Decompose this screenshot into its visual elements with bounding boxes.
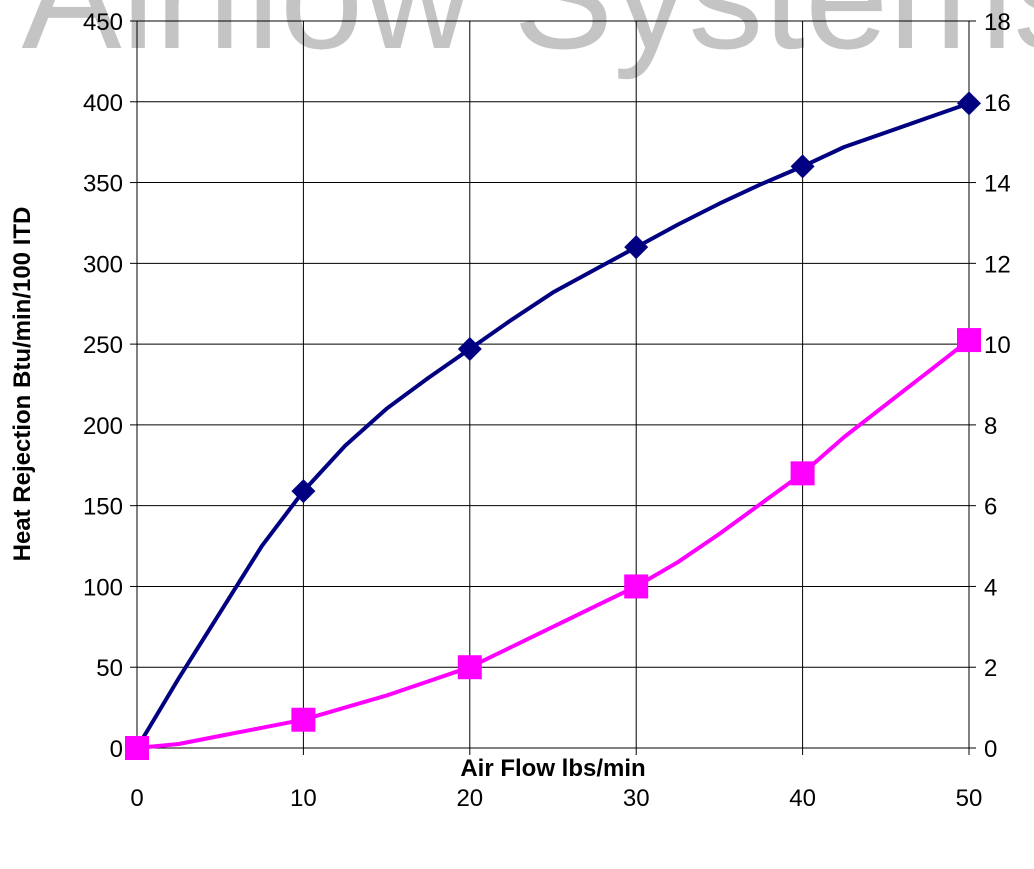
y-tick-label: 400 [83, 90, 123, 117]
y-tick-label: 450 [83, 9, 123, 36]
y-tick-label: 200 [83, 413, 123, 440]
y-tick-label: 50 [96, 655, 123, 682]
y2-tick-label: 4 [984, 574, 997, 601]
y-tick-label: 100 [83, 574, 123, 601]
y-tick-label: 300 [83, 251, 123, 278]
y2-tick-label: 18 [984, 9, 1011, 36]
series-2-point [457, 655, 482, 680]
y2-tick-label: 14 [984, 171, 1011, 198]
series-1-point [457, 336, 482, 361]
y-axis-title: Heat Rejection Btu/min/100 ITD [9, 207, 36, 562]
series-2-point [790, 461, 815, 486]
x-tick-label: 10 [290, 785, 317, 812]
left-axis: 0 50 100 150 200 250 300 350 400 450 [83, 9, 137, 763]
y2-tick-label: 6 [984, 494, 997, 521]
series-2-point [291, 707, 316, 732]
gridlines [136, 20, 970, 749]
y2-tick-label: 10 [984, 332, 1011, 359]
y-tick-label: 350 [83, 171, 123, 198]
x-tick-label: 0 [130, 785, 143, 812]
x-tick-label: 30 [623, 785, 650, 812]
x-axis-title: Air Flow lbs/min [460, 755, 645, 782]
series-2-point [957, 328, 981, 353]
plot-frame [136, 20, 970, 749]
y-tick-label: 150 [83, 494, 123, 521]
y-tick-label: 250 [83, 332, 123, 359]
series-1-point [291, 479, 316, 504]
x-tick-label: 40 [789, 785, 816, 812]
y2-tick-label: 0 [984, 736, 997, 763]
x-tick-label: 50 [956, 785, 983, 812]
series-1-point [790, 154, 815, 179]
watermark: Airflow Systems [22, 0, 1034, 80]
series-1-line [135, 101, 970, 750]
x-tick-label: 20 [456, 785, 483, 812]
series-layer [125, 91, 981, 760]
series-2-point [624, 574, 649, 599]
series-1-point [957, 91, 981, 116]
y2-tick-label: 12 [984, 251, 1011, 278]
series-2-point [125, 736, 149, 760]
y2-tick-label: 2 [984, 655, 997, 682]
y-tick-label: 0 [110, 736, 123, 763]
bottom-axis: 0 10 20 30 40 50 [130, 748, 982, 812]
series-1-point [624, 235, 649, 260]
series-2-line [136, 338, 971, 750]
right-axis: 0 2 4 6 8 10 12 14 16 18 [969, 9, 1011, 763]
y2-tick-label: 8 [984, 413, 997, 440]
y2-tick-label: 16 [984, 90, 1011, 117]
